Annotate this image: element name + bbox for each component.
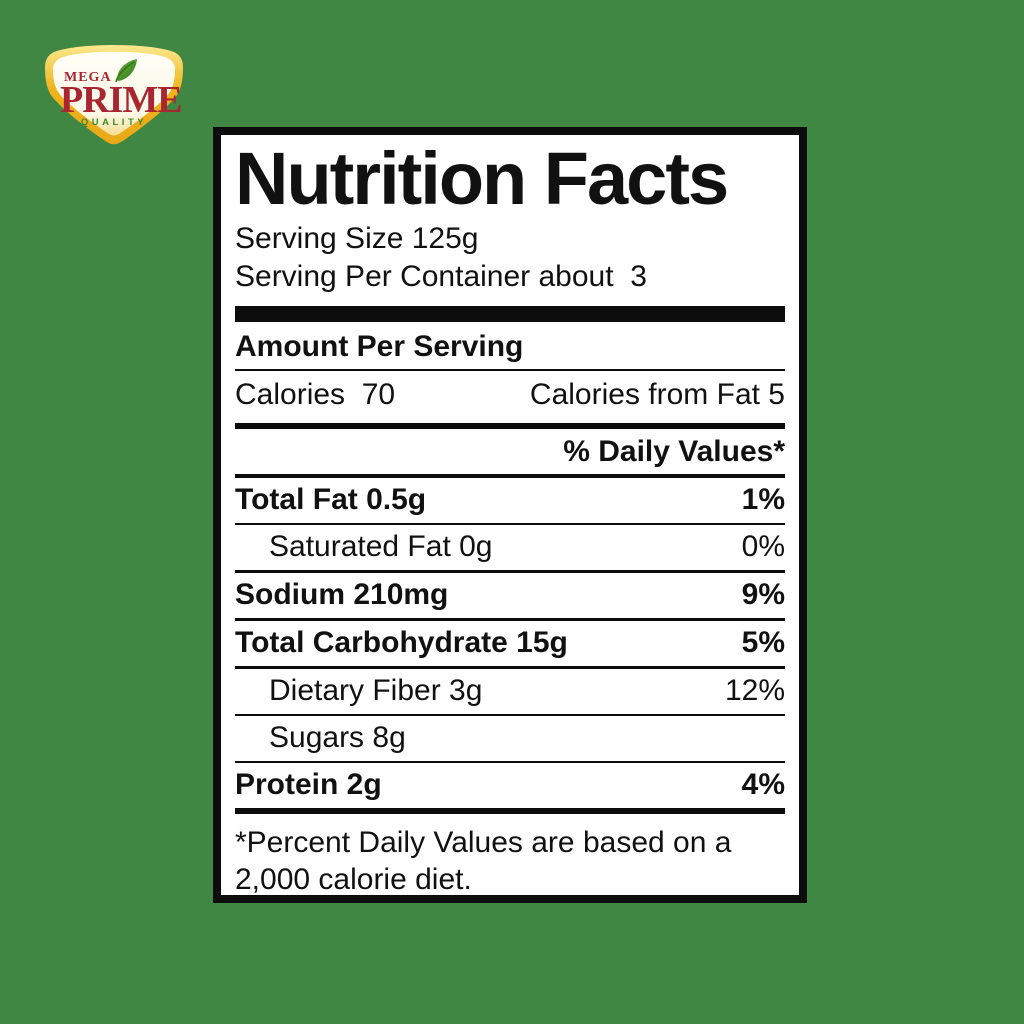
label-title: Nutrition Facts — [235, 137, 729, 220]
daily-values-footnote: *Percent Daily Values are based on a 2,0… — [235, 824, 785, 898]
separator — [235, 522, 785, 525]
nutrient-name: Sodium 210mg — [235, 578, 449, 612]
logo-brand-sub: QUALITY — [81, 117, 147, 128]
nutrient-name: Total Carbohydrate 15g — [235, 626, 568, 660]
separator — [235, 617, 785, 621]
separator — [235, 807, 785, 814]
nutrient-daily-value: 5% — [741, 626, 785, 660]
amount-per-serving-heading: Amount Per Serving — [235, 329, 524, 363]
serving-size: Serving Size 125g — [235, 221, 479, 255]
calories-row: Calories 70 Calories from Fat 5 — [235, 371, 785, 420]
separator — [235, 665, 785, 669]
logo-brand-main: PRIME — [60, 79, 182, 121]
nutrient-name: Sugars 8g — [269, 721, 406, 755]
separator — [235, 368, 785, 371]
calories-from-fat-label: Calories from Fat 5 — [529, 378, 785, 412]
nutrient-row-total-carbohydrate: Total Carbohydrate 15g 5% — [235, 621, 785, 666]
badge-cream-face — [53, 51, 175, 136]
daily-values-header: % Daily Values* — [563, 434, 785, 468]
leaf-stem — [115, 61, 135, 83]
nutrient-row-saturated-fat: Saturated Fat 0g 0% — [235, 525, 785, 570]
logo-brand-top: MEGA — [64, 70, 112, 85]
nutrient-row-total-fat: Total Fat 0.5g 1% — [235, 478, 785, 523]
nutrient-daily-value: 9% — [741, 578, 785, 612]
calories-label: Calories 70 — [235, 378, 396, 412]
nutrient-row-sodium: Sodium 210mg 9% — [235, 573, 785, 618]
servings-per-container: Serving Per Container about 3 — [235, 259, 647, 293]
nutrient-daily-value: 12% — [724, 674, 785, 708]
thick-divider — [235, 305, 785, 322]
nutrient-daily-value: 1% — [741, 483, 785, 517]
separator — [235, 569, 785, 573]
footnote-line: 2,000 calorie diet. — [235, 862, 472, 896]
separator — [235, 760, 785, 763]
medium-divider — [235, 422, 785, 429]
nutrition-facts-label: Nutrition Facts Serving Size 125g Servin… — [213, 127, 807, 903]
separator — [235, 713, 785, 716]
nutrient-daily-value: 4% — [741, 768, 785, 802]
nutrient-name: Protein 2g — [235, 768, 382, 802]
nutrient-row-dietary-fiber: Dietary Fiber 3g 12% — [235, 669, 785, 714]
mega-prime-logo: MEGA PRIME QUALITY — [38, 40, 190, 148]
nutrient-row-sugars: Sugars 8g — [235, 716, 785, 761]
nutrient-daily-value: 0% — [741, 530, 785, 564]
footnote-line: *Percent Daily Values are based on a — [235, 825, 732, 859]
badge-shape: MEGA PRIME QUALITY — [45, 45, 183, 145]
nutrient-row-protein: Protein 2g 4% — [235, 763, 785, 808]
leaf-icon — [117, 59, 137, 81]
nutrient-name: Dietary Fiber 3g — [269, 674, 483, 708]
nutrient-name: Saturated Fat 0g — [269, 530, 493, 564]
nutrient-name: Total Fat 0.5g — [235, 483, 427, 517]
separator — [235, 473, 785, 478]
